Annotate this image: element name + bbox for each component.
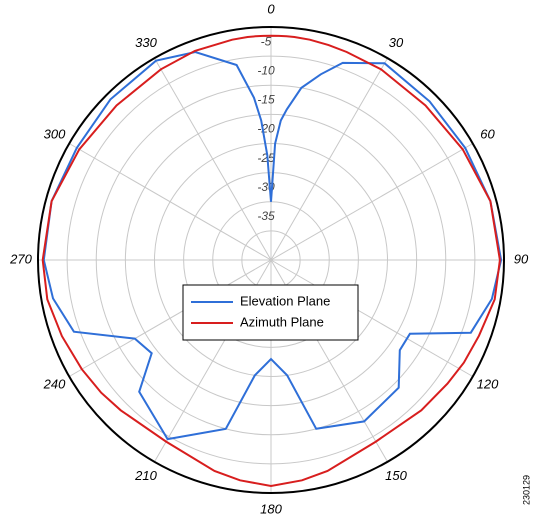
- legend-box: [182, 284, 359, 341]
- series-line: [41, 34, 501, 488]
- legend-label: Azimuth Plane: [240, 314, 324, 329]
- angle-label: 300: [44, 126, 66, 141]
- outer-ring: [37, 26, 505, 494]
- grid-spoke: [68, 143, 272, 261]
- legend-label: Elevation Plane: [240, 293, 330, 308]
- radial-tick-label: -20: [257, 122, 275, 136]
- angle-label: 30: [389, 35, 404, 50]
- angle-label: 180: [260, 501, 282, 516]
- angle-label: 330: [135, 35, 157, 50]
- grid-spoke: [68, 259, 272, 377]
- grid-spoke: [270, 143, 474, 261]
- radial-tick-label: -5: [261, 34, 272, 48]
- grid-spoke: [154, 57, 272, 261]
- radial-tick-label: -25: [257, 151, 275, 165]
- angle-label: 120: [477, 376, 499, 391]
- radial-tick-label: -15: [257, 93, 275, 107]
- angle-label: 240: [43, 376, 66, 391]
- radial-tick-label: -35: [257, 209, 275, 223]
- angle-label: 0: [267, 1, 275, 16]
- grid-spoke: [270, 57, 388, 261]
- angle-label: 150: [385, 468, 407, 483]
- grid-spoke: [270, 259, 474, 377]
- angle-label: 270: [9, 251, 32, 266]
- radial-tick-label: -10: [257, 63, 275, 77]
- angle-label: 210: [134, 468, 157, 483]
- angle-label: 90: [514, 251, 529, 266]
- angle-label: 60: [480, 126, 495, 141]
- series-line: [42, 50, 503, 441]
- figure-id: 230129: [521, 475, 531, 505]
